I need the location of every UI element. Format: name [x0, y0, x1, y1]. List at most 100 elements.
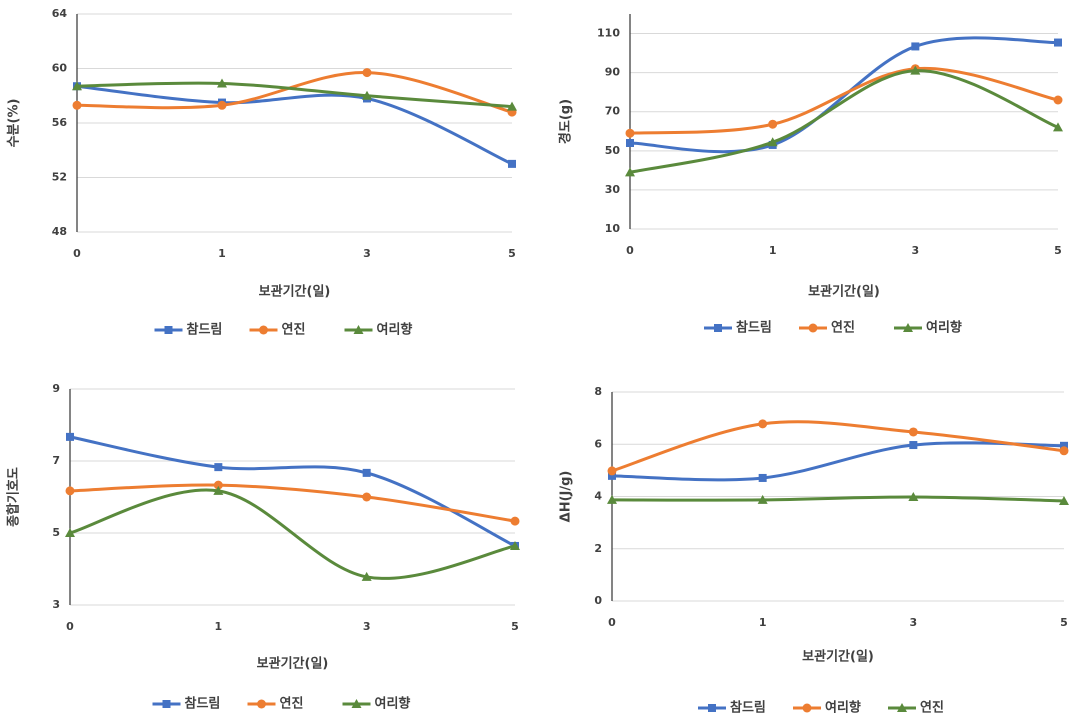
point	[910, 65, 921, 75]
point	[213, 480, 223, 490]
legend-marker	[708, 704, 716, 712]
legend-marker	[351, 699, 362, 708]
series-line	[629, 66, 1059, 135]
x-tick-label: 5	[508, 247, 516, 260]
point	[626, 139, 634, 147]
point	[217, 78, 227, 88]
legend-label: 참드림	[185, 696, 221, 712]
x-axis-title: 보관기간(일)	[259, 284, 331, 300]
x-tick-label: 3	[363, 620, 371, 633]
point	[1059, 495, 1069, 505]
point	[65, 528, 75, 537]
y-tick-label: 52	[52, 171, 67, 184]
point	[607, 494, 617, 504]
point	[510, 540, 520, 550]
x-tick-label: 1	[215, 620, 223, 633]
point	[911, 42, 920, 51]
legend-label: 여리향	[825, 700, 861, 716]
x-tick-label: 5	[1054, 244, 1062, 257]
y-tick-label: 60	[52, 62, 68, 75]
point	[214, 463, 223, 472]
legend-marker	[164, 326, 173, 334]
series-line	[69, 488, 516, 580]
y-tick-label: 7	[52, 454, 60, 467]
point	[1059, 446, 1069, 456]
legend-marker	[903, 323, 913, 332]
point	[507, 101, 517, 111]
x-tick-label: 0	[66, 620, 74, 633]
point	[758, 419, 768, 429]
legend-marker	[714, 324, 722, 332]
y-tick-label: 50	[605, 144, 621, 157]
series-line	[76, 71, 513, 114]
point	[608, 471, 616, 480]
y-axis-title: 경도(g)	[558, 99, 574, 144]
x-tick-label: 1	[769, 244, 777, 257]
y-tick-label: 110	[597, 27, 620, 40]
point	[362, 68, 372, 78]
series-line	[76, 84, 513, 166]
y-tick-label: 10	[605, 222, 621, 235]
legend-marker	[259, 325, 268, 335]
y-tick-label: 64	[52, 7, 68, 20]
legend-label: 여리향	[377, 322, 413, 338]
point	[768, 119, 778, 129]
y-tick-label: 8	[594, 385, 602, 398]
legend-label: 연진	[280, 696, 304, 712]
legend-marker	[162, 700, 171, 708]
point	[909, 441, 918, 450]
x-tick-label: 3	[912, 244, 920, 257]
x-tick-label: 3	[363, 247, 371, 260]
series-line	[69, 435, 516, 548]
legend-label: 연진	[920, 700, 944, 716]
x-tick-label: 3	[910, 616, 918, 629]
legend-label: 연진	[282, 322, 306, 338]
point	[607, 466, 617, 476]
y-tick-label: 70	[605, 105, 621, 118]
legend-label: 참드림	[730, 700, 766, 716]
point	[625, 167, 635, 177]
legend-marker	[808, 323, 818, 333]
legend-label: 참드림	[736, 320, 772, 336]
x-tick-label: 1	[759, 616, 767, 629]
y-tick-label: 3	[52, 598, 60, 611]
legend-label: 여리향	[375, 696, 411, 712]
series-line	[629, 69, 1059, 174]
y-tick-label: 2	[594, 542, 602, 555]
point	[1054, 38, 1062, 47]
series-line	[611, 441, 1065, 482]
x-axis-title: 보관기간(일)	[808, 284, 880, 300]
series-line	[611, 420, 1065, 473]
point	[362, 492, 372, 502]
point	[908, 492, 919, 502]
y-tick-label: 48	[52, 225, 67, 238]
y-tick-label: 56	[52, 116, 68, 129]
point	[508, 159, 516, 168]
y-tick-label: 30	[605, 183, 621, 196]
point	[1060, 441, 1068, 450]
legend-label: 참드림	[187, 322, 223, 338]
y-axis-title: 종합기호도	[6, 467, 22, 527]
point	[362, 468, 371, 477]
point	[757, 494, 768, 504]
series-line	[69, 483, 516, 523]
legend-label: 연진	[831, 320, 855, 336]
point	[72, 100, 82, 110]
point	[510, 516, 520, 526]
point	[217, 100, 227, 110]
y-tick-label: 5	[52, 526, 60, 539]
point	[72, 81, 82, 91]
y-tick-label: 4	[594, 490, 602, 503]
x-tick-label: 0	[608, 616, 616, 629]
point	[362, 90, 372, 100]
point	[65, 486, 75, 496]
point	[361, 571, 372, 581]
point	[758, 473, 767, 482]
legend-marker	[897, 703, 907, 712]
point	[213, 485, 224, 495]
y-tick-label: 9	[52, 382, 60, 395]
y-tick-label: 0	[594, 594, 602, 607]
legend-marker	[802, 703, 812, 713]
x-tick-label: 5	[1060, 616, 1068, 629]
point	[625, 128, 635, 138]
